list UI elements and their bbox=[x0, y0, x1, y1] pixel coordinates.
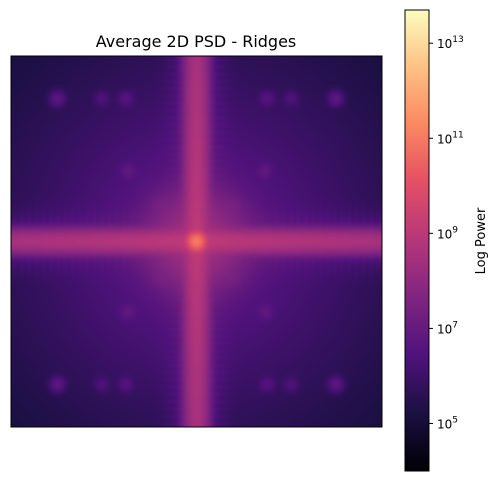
colorbar-tick-label: 107 bbox=[437, 320, 458, 336]
plot-frame bbox=[10, 55, 383, 428]
colorbar-tick-label: 1011 bbox=[437, 130, 464, 146]
colorbar: 105 107 109 1011 1013 Log Power bbox=[404, 9, 489, 472]
colorbar-tick-label: 109 bbox=[437, 225, 458, 241]
heatmap-image bbox=[11, 56, 382, 427]
psd-heatmap bbox=[10, 55, 383, 428]
colorbar-tick-label: 1013 bbox=[437, 35, 464, 51]
colorbar-gradient bbox=[405, 10, 429, 471]
colorbar-tick-label: 105 bbox=[437, 415, 458, 431]
colorbar-ticks: 105 107 109 1011 1013 bbox=[429, 35, 464, 431]
colorbar-frame bbox=[404, 9, 430, 472]
chart-title: Average 2D PSD - Ridges bbox=[96, 32, 297, 51]
colorbar-label: Log Power bbox=[474, 207, 489, 274]
